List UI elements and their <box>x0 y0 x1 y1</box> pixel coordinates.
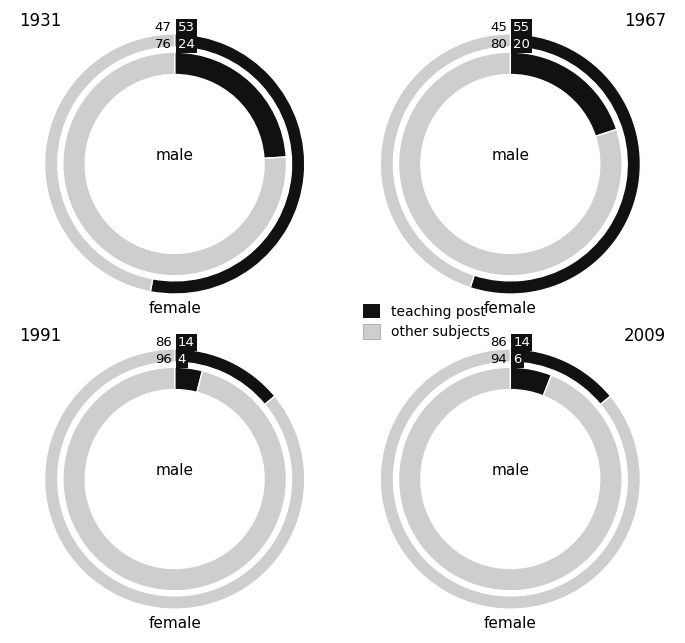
Text: 80: 80 <box>490 37 508 51</box>
Wedge shape <box>45 34 175 292</box>
Text: 2009: 2009 <box>624 327 666 345</box>
Text: male: male <box>155 149 194 163</box>
Text: 24: 24 <box>177 37 195 51</box>
Text: female: female <box>484 302 537 316</box>
Legend: teaching post, other subjects: teaching post, other subjects <box>363 304 490 339</box>
Wedge shape <box>399 52 622 276</box>
Text: 94: 94 <box>490 352 508 366</box>
Wedge shape <box>380 34 510 287</box>
Text: 86: 86 <box>155 336 172 349</box>
Text: female: female <box>148 302 201 316</box>
Text: female: female <box>148 617 201 631</box>
Text: male: male <box>491 149 530 163</box>
Text: 45: 45 <box>490 21 508 34</box>
Text: 4: 4 <box>177 352 186 366</box>
Text: 1991: 1991 <box>19 327 62 345</box>
Text: 53: 53 <box>177 21 195 34</box>
Text: 76: 76 <box>155 37 172 51</box>
Wedge shape <box>470 34 640 294</box>
Text: 1931: 1931 <box>19 12 62 30</box>
Wedge shape <box>63 52 286 276</box>
Wedge shape <box>45 349 305 609</box>
Text: 96: 96 <box>155 352 172 366</box>
Text: 47: 47 <box>155 21 172 34</box>
Wedge shape <box>63 367 286 591</box>
Text: male: male <box>491 464 530 478</box>
Wedge shape <box>510 52 616 136</box>
Wedge shape <box>510 349 610 404</box>
Text: male: male <box>155 464 194 478</box>
Wedge shape <box>510 367 551 396</box>
Wedge shape <box>175 349 275 404</box>
Text: 14: 14 <box>513 336 530 349</box>
Wedge shape <box>380 349 640 609</box>
Text: 14: 14 <box>177 336 195 349</box>
Text: 6: 6 <box>513 352 522 366</box>
Wedge shape <box>175 52 286 158</box>
Wedge shape <box>399 367 622 591</box>
Text: female: female <box>484 617 537 631</box>
Text: 55: 55 <box>513 21 530 34</box>
Text: 1967: 1967 <box>624 12 666 30</box>
Wedge shape <box>150 34 305 294</box>
Text: 20: 20 <box>513 37 530 51</box>
Text: 86: 86 <box>490 336 508 349</box>
Wedge shape <box>175 367 203 392</box>
